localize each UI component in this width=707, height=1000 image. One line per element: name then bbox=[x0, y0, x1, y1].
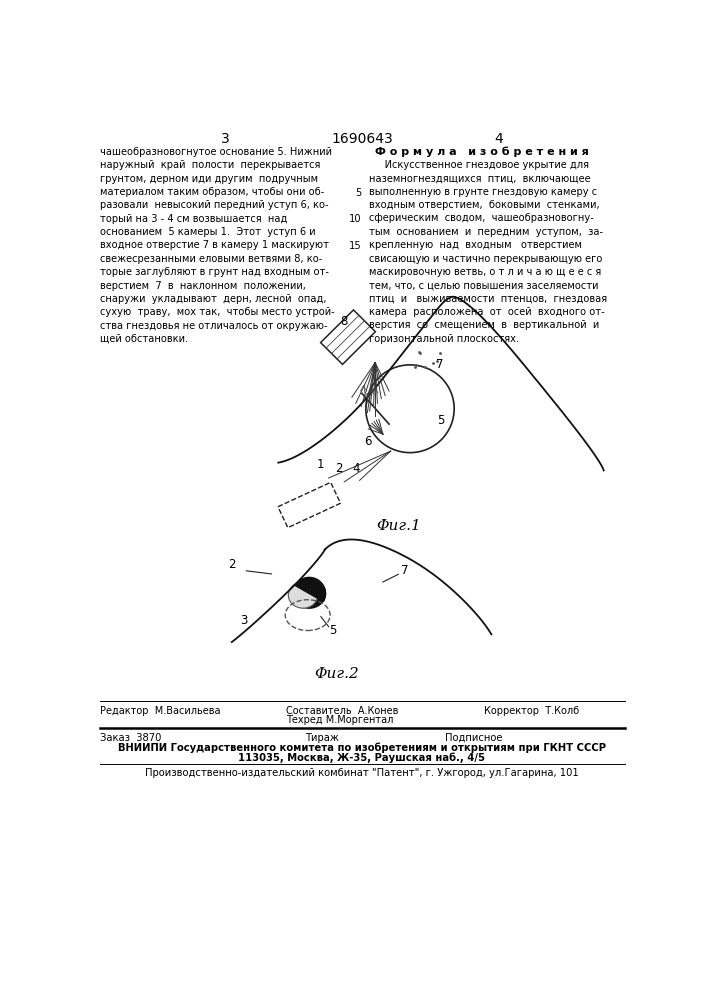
Text: 7: 7 bbox=[436, 358, 443, 371]
Text: Φиг.2: Φиг.2 bbox=[314, 667, 358, 681]
Ellipse shape bbox=[288, 582, 317, 608]
Text: Φиг.1: Φиг.1 bbox=[376, 519, 421, 533]
Text: 5: 5 bbox=[329, 624, 337, 637]
Text: ВНИИПИ Государственного комитета по изобретениям и открытиям при ГКНТ СССР: ВНИИПИ Государственного комитета по изоб… bbox=[118, 743, 606, 753]
Text: чашеобразновогнутое основание 5. Нижний
наружный  край  полости  перекрывается
г: чашеобразновогнутое основание 5. Нижний … bbox=[100, 147, 334, 344]
Text: 3: 3 bbox=[221, 132, 230, 146]
Text: 113035, Москва, Ж-35, Раушская наб., 4/5: 113035, Москва, Ж-35, Раушская наб., 4/5 bbox=[238, 753, 486, 763]
Text: 1690643: 1690643 bbox=[331, 132, 393, 146]
Text: Искусственное гнездовое укрытие для
наземногнездящихся  птиц,  включающее
выполн: Искусственное гнездовое укрытие для назе… bbox=[369, 160, 607, 344]
Text: 10: 10 bbox=[349, 214, 361, 224]
Text: Ф о р м у л а   и з о б р е т е н и я: Ф о р м у л а и з о б р е т е н и я bbox=[375, 147, 589, 157]
Text: 4: 4 bbox=[352, 462, 359, 475]
Text: 5: 5 bbox=[438, 414, 445, 427]
Text: 4: 4 bbox=[495, 132, 503, 146]
Text: Производственно-издательский комбинат "Патент", г. Ужгород, ул.Гагарина, 101: Производственно-издательский комбинат "П… bbox=[145, 768, 579, 778]
Text: 7: 7 bbox=[401, 564, 409, 577]
Text: Тираж: Тираж bbox=[305, 733, 339, 743]
Text: Редактор  М.Васильева: Редактор М.Васильева bbox=[100, 706, 221, 716]
Text: 2: 2 bbox=[335, 462, 342, 475]
Text: Составитель  А.Конев: Составитель А.Конев bbox=[286, 706, 398, 716]
Text: 15: 15 bbox=[349, 241, 361, 251]
Text: 3: 3 bbox=[240, 614, 247, 627]
Text: 8: 8 bbox=[341, 315, 348, 328]
Text: Заказ  3870: Заказ 3870 bbox=[100, 733, 161, 743]
Text: 2: 2 bbox=[228, 558, 235, 571]
Ellipse shape bbox=[293, 579, 325, 608]
Wedge shape bbox=[295, 577, 325, 602]
Text: 6: 6 bbox=[363, 435, 371, 448]
Text: 5: 5 bbox=[355, 188, 361, 198]
Text: Техред М.Моргентал: Техред М.Моргентал bbox=[286, 715, 393, 725]
Text: Корректор  Т.Колб: Корректор Т.Колб bbox=[484, 706, 579, 716]
Text: 1: 1 bbox=[317, 458, 325, 471]
Text: Подписное: Подписное bbox=[445, 733, 503, 743]
